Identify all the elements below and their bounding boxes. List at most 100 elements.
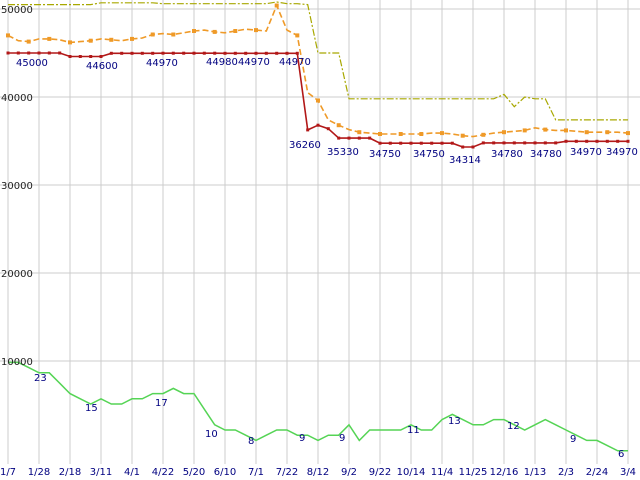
min-price-marker	[481, 141, 485, 145]
x-axis-label: 9/2	[341, 467, 357, 478]
min-price-marker	[171, 51, 175, 55]
x-axis-label: 12/16	[490, 467, 519, 478]
min-price-marker	[233, 51, 237, 55]
data-label: 35330	[327, 147, 359, 158]
min-price-marker	[347, 136, 351, 140]
data-label: 44970	[238, 57, 270, 68]
min-price-marker	[192, 51, 196, 55]
avg-price-marker	[130, 36, 134, 41]
min-price-marker	[130, 51, 134, 55]
avg-price-marker	[26, 39, 31, 44]
avg-price-marker	[378, 132, 382, 136]
min-price-marker	[471, 145, 475, 149]
avg-price-marker	[336, 123, 341, 128]
x-axis-label: 3/11	[90, 467, 112, 478]
min-price-marker	[595, 139, 599, 143]
data-label: 44980	[206, 57, 238, 68]
min-price-marker	[285, 51, 289, 55]
avg-price-marker	[626, 131, 630, 136]
min-price-marker	[68, 55, 72, 58]
stores-line	[8, 361, 628, 452]
data-label: 34780	[491, 149, 523, 160]
min-price-marker	[316, 123, 320, 127]
x-axis-label: 7/1	[248, 467, 264, 478]
min-price-marker	[109, 51, 113, 55]
avg-price-marker	[605, 130, 610, 135]
avg-price-marker	[150, 32, 155, 37]
data-label: 44970	[279, 57, 311, 68]
min-price-marker	[523, 141, 527, 145]
min-price-marker	[461, 145, 465, 149]
x-axis-label: 4/1	[124, 467, 140, 478]
min-price-marker	[202, 51, 206, 55]
data-label: 12	[507, 421, 520, 432]
x-axis-label: 1/13	[524, 467, 546, 478]
min-price-marker	[357, 136, 361, 140]
avg-price-marker	[212, 29, 217, 34]
x-axis-label: 11/4	[431, 467, 453, 478]
min-price-marker	[512, 141, 516, 145]
min-price-marker	[409, 141, 413, 145]
x-axis-label: 7/22	[276, 467, 298, 478]
min-price-marker	[16, 51, 20, 55]
data-label: 36260	[289, 140, 321, 151]
data-label: 34970	[606, 147, 638, 158]
min-price-marker	[27, 51, 31, 55]
avg-price-marker	[460, 133, 465, 138]
avg-price-marker	[295, 33, 300, 38]
min-price-marker	[450, 141, 454, 145]
avg-price-marker	[171, 32, 176, 37]
x-axis-label: 10/14	[397, 467, 426, 478]
avg-price-marker	[68, 40, 72, 45]
min-price-marker	[399, 141, 403, 145]
min-price-marker	[502, 141, 506, 145]
min-price-marker	[543, 141, 547, 145]
x-axis-label: 6/10	[214, 467, 236, 478]
min-price-marker	[89, 55, 93, 58]
series-min-price	[6, 51, 630, 149]
avg-price-marker	[398, 132, 403, 136]
x-axis-label: 1/7	[0, 467, 16, 478]
min-price-marker	[58, 51, 62, 55]
min-price-marker	[605, 139, 609, 143]
data-label: 6	[618, 449, 624, 460]
min-price-marker	[120, 51, 124, 55]
series-max-price	[8, 1, 628, 121]
data-label: 44600	[86, 61, 118, 72]
avg-price-marker	[233, 29, 238, 33]
data-label: 45000	[16, 58, 48, 69]
x-axis-label: 3/4	[620, 467, 636, 478]
min-price-marker	[306, 128, 310, 132]
avg-price-marker	[274, 3, 279, 8]
data-label: 9	[299, 433, 305, 444]
x-axis-label: 1/28	[28, 467, 50, 478]
series-avg-price	[6, 3, 630, 138]
min-price-marker	[182, 51, 186, 55]
x-axis-label: 11/25	[459, 467, 488, 478]
y-axis-label: 10000	[1, 357, 33, 368]
min-price-marker	[37, 51, 41, 55]
min-price-marker	[378, 141, 382, 145]
min-price-marker	[295, 51, 299, 55]
min-price-marker	[223, 51, 227, 55]
min-price-marker	[244, 51, 248, 55]
min-price-marker	[264, 51, 268, 55]
avg-price-marker	[522, 128, 527, 133]
x-axis-label: 2/24	[586, 467, 608, 478]
avg-price-marker	[357, 130, 362, 135]
data-label: 15	[85, 403, 98, 414]
min-price-marker	[574, 139, 578, 143]
min-price-marker	[585, 139, 589, 143]
data-label: 34780	[530, 149, 562, 160]
x-axis-labels: 1/7 1/28 2/18 3/11 4/1 4/22 5/20 6/10 7/1 7/22 8/1…	[0, 467, 636, 478]
avg-price-marker	[192, 29, 196, 33]
data-label: 34314	[449, 155, 481, 166]
avg-price-marker	[47, 36, 52, 41]
data-label: 23	[34, 373, 47, 384]
min-price-marker	[440, 141, 444, 145]
min-price-marker	[140, 51, 144, 55]
avg-price-marker	[502, 130, 506, 135]
min-price-marker	[388, 141, 392, 145]
y-axis-label: 20000	[1, 269, 33, 280]
